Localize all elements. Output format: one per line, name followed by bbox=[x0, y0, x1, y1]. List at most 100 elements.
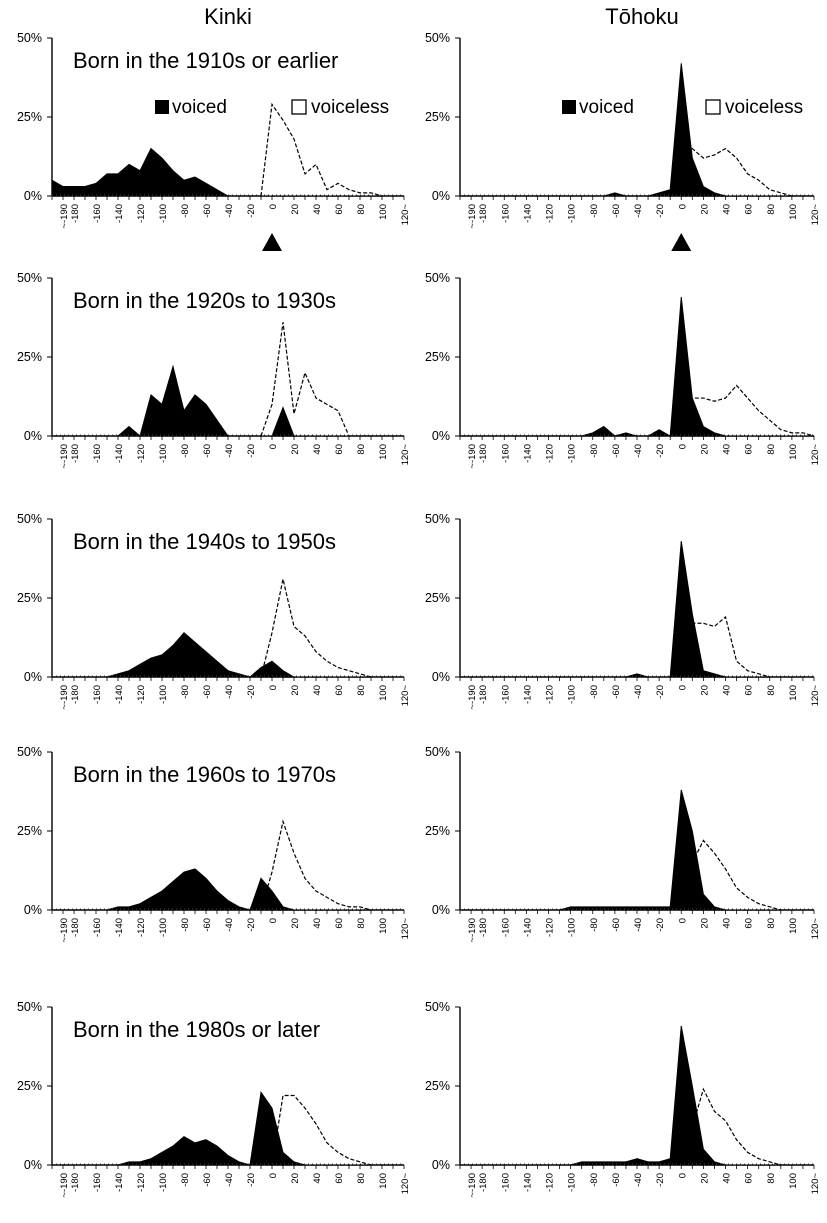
legend-voiceless-label: voiceless bbox=[725, 97, 803, 118]
x-tick-label: -160 bbox=[500, 918, 511, 937]
series-voiced-area bbox=[460, 541, 814, 678]
x-tick-label: -100 bbox=[567, 685, 578, 704]
x-tick-label: 60 bbox=[744, 1173, 755, 1184]
x-tick-label: 60 bbox=[744, 444, 755, 455]
x-tick-label: 100 bbox=[378, 918, 389, 934]
x-tick-label: 60 bbox=[334, 1173, 345, 1184]
y-tick-label: 50% bbox=[425, 512, 450, 526]
x-tick-label: -40 bbox=[224, 918, 235, 932]
x-tick-label: 120~ bbox=[810, 444, 821, 466]
x-tick-label: -120 bbox=[545, 1173, 556, 1192]
x-tick-label: -80 bbox=[589, 444, 600, 458]
x-tick-label: 40 bbox=[722, 204, 733, 215]
x-tick-label: 120~ bbox=[400, 204, 411, 226]
x-tick-label: -180 bbox=[70, 444, 81, 463]
y-tick-label: 25% bbox=[17, 110, 42, 124]
x-tick-label: 80 bbox=[766, 444, 777, 455]
x-tick-label: -100 bbox=[567, 918, 578, 937]
x-tick-label: 120~ bbox=[810, 1173, 821, 1195]
y-tick-label: 25% bbox=[425, 591, 450, 605]
x-tick-label: -100 bbox=[158, 204, 169, 223]
x-tick-label: -140 bbox=[522, 204, 533, 223]
x-tick-label: -80 bbox=[589, 918, 600, 932]
x-tick-label: 40 bbox=[312, 444, 323, 455]
series-voiceless-area bbox=[260, 819, 372, 911]
chart-panel-5-tohoku: 0%25%50%~-190 -180 -160 -140 -120 -100 -80 -60-… bbox=[425, 1000, 821, 1198]
x-tick-label: 120~ bbox=[810, 204, 821, 226]
legend-voiced-label: voiced bbox=[172, 97, 227, 118]
x-tick-label: -20 bbox=[655, 685, 666, 699]
x-tick-label: -60 bbox=[202, 1173, 213, 1187]
x-tick-label: -180 bbox=[70, 918, 81, 937]
x-tick-label: -60 bbox=[611, 685, 622, 699]
zero-marker-triangle bbox=[262, 233, 282, 251]
series-voiced-area bbox=[460, 63, 814, 197]
x-tick-label: -80 bbox=[589, 1173, 600, 1187]
x-tick-label: 0 bbox=[677, 1173, 688, 1178]
x-tick-label: -20 bbox=[655, 444, 666, 458]
x-tick-label: -120 bbox=[136, 1173, 147, 1192]
x-tick-label: -40 bbox=[633, 444, 644, 458]
x-tick-label: ~-190 bbox=[467, 1173, 478, 1198]
series-voiced-area bbox=[52, 364, 404, 437]
x-tick-label: 100 bbox=[378, 1173, 389, 1189]
series-voiceless-area bbox=[271, 1094, 372, 1166]
x-tick-label: 40 bbox=[312, 1173, 323, 1184]
x-tick-label: -60 bbox=[202, 685, 213, 699]
x-tick-label: -40 bbox=[224, 204, 235, 218]
y-tick-label: 50% bbox=[17, 1000, 42, 1014]
panel-title: Born in the 1940s to 1950s bbox=[73, 529, 336, 554]
y-tick-label: 0% bbox=[24, 429, 42, 443]
panel-title: Born in the 1980s or later bbox=[73, 1017, 320, 1042]
y-tick-label: 0% bbox=[24, 903, 42, 917]
x-tick-label: -160 bbox=[92, 918, 103, 937]
x-tick-label: 40 bbox=[312, 204, 323, 215]
series-voiceless-area bbox=[680, 615, 770, 678]
x-tick-label: -60 bbox=[202, 918, 213, 932]
x-tick-label: -60 bbox=[202, 204, 213, 218]
y-tick-label: 0% bbox=[24, 1158, 42, 1172]
x-tick-label: -40 bbox=[633, 918, 644, 932]
y-tick-label: 25% bbox=[17, 1079, 42, 1093]
x-tick-label: 100 bbox=[378, 685, 389, 701]
x-tick-label: 120~ bbox=[810, 685, 821, 707]
chart-panel-2-kinki: 0%25%50%~-190 -180 -160 -140 -120 -100 -80 -60-… bbox=[17, 271, 411, 469]
x-tick-label: -100 bbox=[567, 444, 578, 463]
chart-panel-2-tohoku: 0%25%50%~-190 -180 -160 -140 -120 -100 -80 -60-… bbox=[425, 271, 821, 469]
x-tick-label: -20 bbox=[246, 685, 257, 699]
x-tick-label: -180 bbox=[478, 444, 489, 463]
x-tick-label: 80 bbox=[766, 204, 777, 215]
x-tick-label: 80 bbox=[356, 1173, 367, 1184]
legend-voiceless-swatch bbox=[291, 99, 307, 115]
x-tick-label: -80 bbox=[180, 204, 191, 218]
x-tick-label: 100 bbox=[378, 444, 389, 460]
x-tick-label: -120 bbox=[545, 204, 556, 223]
series-voiced-area bbox=[460, 1025, 814, 1166]
x-tick-label: 0 bbox=[268, 685, 279, 690]
panel-title: Born in the 1920s to 1930s bbox=[73, 288, 336, 313]
x-tick-label: -20 bbox=[246, 444, 257, 458]
x-tick-label: -140 bbox=[114, 1173, 125, 1192]
x-tick-label: -160 bbox=[500, 685, 511, 704]
x-tick-label: -140 bbox=[114, 685, 125, 704]
y-tick-label: 25% bbox=[17, 350, 42, 364]
series-voiced-area bbox=[460, 296, 814, 437]
x-tick-label: -120 bbox=[136, 444, 147, 463]
column-title-kinki: Kinki bbox=[204, 4, 252, 29]
series-voiced-area bbox=[51, 147, 404, 197]
x-tick-label: -140 bbox=[522, 918, 533, 937]
x-tick-label: -100 bbox=[158, 685, 169, 704]
y-tick-label: 0% bbox=[432, 429, 450, 443]
x-tick-label: -60 bbox=[202, 444, 213, 458]
x-tick-label: -160 bbox=[92, 444, 103, 463]
x-tick-label: 100 bbox=[788, 685, 799, 701]
x-tick-label: -40 bbox=[224, 1173, 235, 1187]
y-tick-label: 50% bbox=[425, 1000, 450, 1014]
x-tick-label: -100 bbox=[567, 1173, 578, 1192]
x-tick-label: 60 bbox=[334, 204, 345, 215]
x-tick-label: 40 bbox=[312, 685, 323, 696]
x-tick-label: 40 bbox=[722, 444, 733, 455]
x-tick-label: -80 bbox=[180, 918, 191, 932]
x-tick-label: -20 bbox=[246, 204, 257, 218]
x-tick-label: 0 bbox=[677, 685, 688, 690]
